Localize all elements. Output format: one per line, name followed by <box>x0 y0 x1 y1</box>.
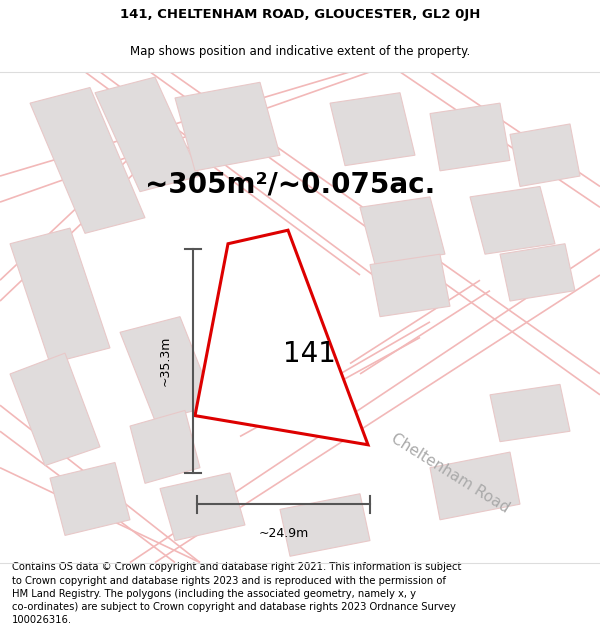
Polygon shape <box>10 228 110 364</box>
Text: Contains OS data © Crown copyright and database right 2021. This information is : Contains OS data © Crown copyright and d… <box>12 562 461 625</box>
Polygon shape <box>280 494 370 556</box>
Text: 141, CHELTENHAM ROAD, GLOUCESTER, GL2 0JH: 141, CHELTENHAM ROAD, GLOUCESTER, GL2 0J… <box>120 8 480 21</box>
Polygon shape <box>50 462 130 536</box>
Text: Map shows position and indicative extent of the property.: Map shows position and indicative extent… <box>130 45 470 58</box>
Polygon shape <box>360 197 445 264</box>
Polygon shape <box>490 384 570 442</box>
Polygon shape <box>430 103 510 171</box>
Polygon shape <box>95 77 200 192</box>
Polygon shape <box>120 317 215 421</box>
Polygon shape <box>510 124 580 186</box>
Polygon shape <box>10 353 100 466</box>
Polygon shape <box>30 88 145 233</box>
Text: ~24.9m: ~24.9m <box>259 527 308 540</box>
Polygon shape <box>195 230 368 445</box>
Text: ~305m²/~0.075ac.: ~305m²/~0.075ac. <box>145 171 435 198</box>
Polygon shape <box>470 186 555 254</box>
Text: 141: 141 <box>283 341 336 368</box>
Polygon shape <box>160 473 245 541</box>
Polygon shape <box>175 82 280 171</box>
Polygon shape <box>370 254 450 317</box>
Text: ~35.3m: ~35.3m <box>158 336 172 386</box>
Polygon shape <box>500 244 575 301</box>
Polygon shape <box>430 452 520 520</box>
Polygon shape <box>330 92 415 166</box>
Polygon shape <box>130 411 200 483</box>
Text: Cheltenham Road: Cheltenham Road <box>388 431 512 516</box>
